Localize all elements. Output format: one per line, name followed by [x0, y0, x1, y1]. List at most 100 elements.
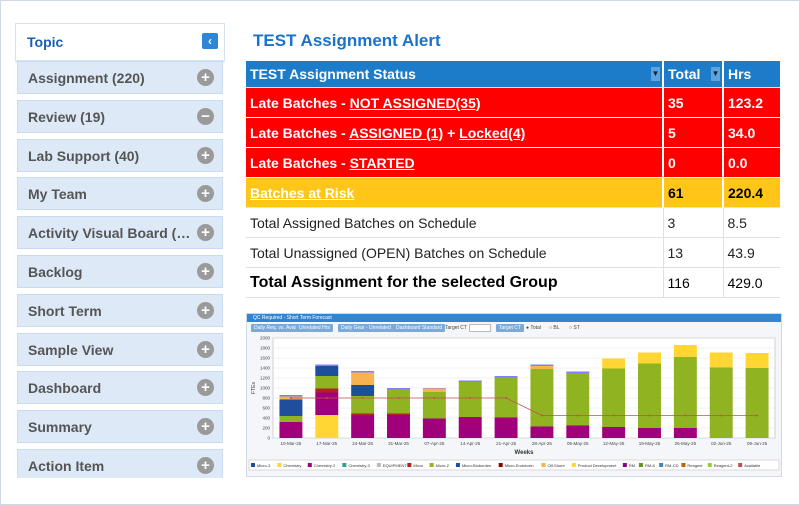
bar-segment [351, 396, 375, 414]
legend-entry: Reagent-2 [714, 463, 733, 468]
bar-segment [458, 417, 482, 438]
toolbar-button-unrelated-hrs[interactable]: Unrelated Hrs [296, 324, 333, 332]
sidebar-item[interactable]: Review (19) − [17, 99, 223, 133]
sidebar-item[interactable]: Short Term + [17, 293, 223, 327]
sidebar-item-label: Short Term [28, 302, 102, 319]
bar-segment [279, 422, 303, 438]
available-point [397, 397, 400, 399]
total-cell: 3 [662, 207, 723, 238]
sidebar-item[interactable]: Action Item + [17, 449, 223, 478]
hrs-cell: 43.9 [722, 237, 780, 268]
expand-icon[interactable]: + [197, 69, 214, 86]
target-ct-input[interactable] [469, 324, 491, 332]
sidebar-item[interactable]: Dashboard + [17, 371, 223, 405]
status-text: Total Assigned Batches on Schedule [250, 214, 477, 231]
x-axis-label: Weeks [515, 450, 535, 456]
expand-icon[interactable]: + [197, 263, 214, 280]
bar-segment [530, 366, 554, 369]
expand-icon[interactable]: + [197, 146, 214, 164]
status-link[interactable]: Batches at Risk [250, 184, 355, 201]
bar-segment [530, 369, 554, 427]
x-tick-label: 14-Apr-25 [460, 441, 481, 446]
bar-segment [458, 380, 482, 382]
legend-entry: Micro-2 [436, 463, 450, 468]
sidebar-item-label: Summary [28, 419, 92, 436]
bar-segment [422, 388, 446, 392]
expand-icon[interactable]: + [197, 185, 214, 203]
toolbar-button-target-ct[interactable]: Target CT [496, 324, 524, 332]
toolbar-button-dashboard[interactable]: Dashboard Standard [393, 324, 446, 332]
sidebar-item[interactable]: Backlog + [17, 255, 223, 288]
toolbar-button-daily-req[interactable]: Daily Req. vs. Avail [251, 324, 300, 332]
table-row: Total Unassigned (OPEN) Batches on Sched… [246, 237, 780, 268]
table-row: Batches at Risk 61 220.4 [246, 177, 780, 208]
sidebar-item-label: Dashboard [28, 380, 102, 397]
available-point [469, 397, 472, 399]
x-tick-label: 24-Mar-25 [352, 441, 373, 446]
total-cell: 35 [662, 87, 723, 118]
status-link[interactable]: STARTED [349, 154, 415, 171]
sidebar-item[interactable]: Lab Support (40) + [17, 138, 223, 172]
sidebar-item-label: Assignment (220) [28, 70, 145, 86]
y-axis-label: FTEs [251, 382, 257, 394]
assignment-status-table: TEST Assignment Status ▼ Total ▼ Hrs Late … [246, 61, 780, 298]
sidebar-item[interactable]: Assignment (220) + [17, 61, 223, 94]
y-tick-label: 400 [262, 416, 270, 421]
total-cell: 13 [662, 237, 723, 268]
x-tick-label: 10-Mar-25 [281, 441, 302, 446]
legend-entry: EQUIPMENT [383, 463, 407, 468]
status-cell: Batches at Risk [246, 177, 663, 208]
expand-icon[interactable]: + [197, 340, 214, 358]
available-point [720, 414, 723, 417]
collapse-icon[interactable]: − [197, 107, 214, 125]
legend-entry: Chemistry-3 [348, 463, 370, 468]
column-header-hrs[interactable]: Hrs [722, 61, 780, 88]
legend-entry: Micro-Bioburden [462, 463, 491, 468]
sidebar-item[interactable]: Sample View + [17, 332, 223, 366]
radio-total[interactable]: ● Total [526, 325, 541, 331]
status-link[interactable]: Locked(4) [459, 124, 526, 141]
x-tick-label: 02-Jun-25 [711, 441, 732, 446]
status-link[interactable]: NOT ASSIGNED(35) [349, 94, 481, 111]
available-point [684, 414, 687, 417]
hrs-cell: 220.4 [722, 177, 780, 208]
x-tick-label: 31-Mar-25 [388, 441, 409, 446]
expand-icon[interactable]: + [197, 418, 214, 436]
legend-entry: Micro [413, 463, 424, 468]
sidebar-item[interactable]: Summary + [17, 410, 223, 444]
expand-icon[interactable]: + [197, 224, 214, 242]
column-header-total[interactable]: Total ▼ [662, 61, 723, 88]
legend-entry: Chemistry [283, 463, 301, 468]
legend-swatch [429, 463, 434, 467]
y-tick-label: 1800 [260, 346, 271, 351]
bar-segment [530, 426, 554, 438]
status-text: Late Batches - [250, 94, 350, 111]
status-cell: Late Batches - NOT ASSIGNED(35) [246, 87, 663, 118]
legend-swatch [277, 463, 282, 467]
bar-segment [422, 388, 446, 389]
toolbar-button-daily-gear[interactable]: Daily Gear - Unrelated [338, 324, 394, 332]
sort-dropdown-icon[interactable]: ▼ [651, 67, 660, 81]
legend-swatch [342, 463, 347, 467]
total-cell: 0 [662, 147, 723, 178]
sort-dropdown-icon[interactable]: ▼ [711, 67, 720, 81]
bar-segment [673, 357, 697, 428]
legend-entry: Reagent [687, 463, 703, 468]
sidebar-item[interactable]: Activity Visual Board (… + [17, 216, 223, 250]
collapse-sidebar-icon[interactable]: ‹ [202, 33, 218, 49]
y-tick-label: 1000 [260, 386, 271, 391]
target-ct-label: Target CT [445, 325, 467, 331]
radio-st[interactable]: ○ ST [569, 325, 580, 331]
bar-segment [387, 388, 410, 390]
expand-icon[interactable]: + [197, 379, 214, 397]
sidebar-item[interactable]: My Team + [17, 177, 223, 211]
sidebar-item-label: Backlog [28, 264, 83, 280]
status-link[interactable]: ASSIGNED (1) [349, 124, 444, 141]
x-tick-label: 21-Apr-25 [496, 441, 517, 446]
expand-icon[interactable]: + [197, 301, 214, 319]
y-tick-label: 600 [262, 406, 270, 411]
radio-bl[interactable]: ○ BL [549, 325, 560, 331]
bar-segment [351, 415, 375, 438]
column-header-status[interactable]: TEST Assignment Status ▼ [246, 61, 663, 88]
expand-icon[interactable]: + [197, 457, 214, 474]
